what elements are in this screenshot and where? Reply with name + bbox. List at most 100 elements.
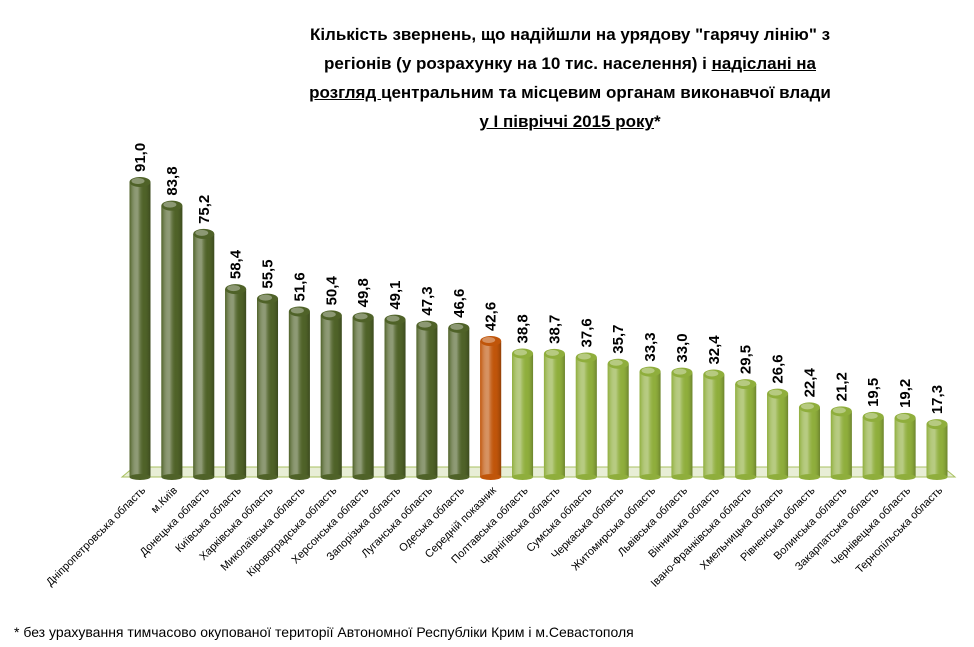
- bar-value-label: 91,0: [132, 143, 149, 172]
- bar-value-label: 51,6: [291, 272, 308, 301]
- bar-cap-highlight: [896, 413, 910, 420]
- bar-cap-highlight: [609, 359, 623, 366]
- bar-base: [352, 474, 374, 480]
- bar-cap-highlight: [131, 178, 145, 184]
- bar-cap-highlight: [386, 315, 400, 322]
- bar-base: [161, 474, 183, 480]
- bar-value-label: 29,5: [738, 345, 755, 374]
- title-line-3-part-b: центральним та місцевим органам виконавч…: [381, 83, 831, 102]
- title-line-1: Кількість звернень, що надійшли на урядо…: [309, 25, 831, 44]
- bar-shine: [703, 374, 725, 477]
- bar-shine: [926, 424, 948, 477]
- bar-cap-highlight: [354, 313, 368, 320]
- bar-cap-highlight: [259, 294, 273, 301]
- bar-shine: [671, 372, 693, 477]
- bar-base: [448, 474, 470, 480]
- bar-value-label: 17,3: [929, 385, 946, 414]
- bar: [671, 367, 693, 480]
- bar-value-label: 75,2: [196, 195, 213, 224]
- bar-base: [862, 474, 884, 480]
- bar-base: [257, 474, 279, 480]
- bar-cap-highlight: [450, 323, 464, 330]
- bar-value-label: 58,4: [228, 249, 245, 279]
- bar-cap-highlight: [163, 201, 177, 208]
- bar-cap: [798, 402, 820, 413]
- bar-cap: [671, 367, 693, 378]
- title-line-4-part-b: *: [654, 112, 661, 131]
- bar-cap: [703, 369, 725, 380]
- bar-base: [512, 474, 534, 480]
- bar-cap-highlight: [769, 389, 783, 396]
- bar-base: [926, 474, 948, 480]
- bar-cap: [607, 358, 629, 369]
- bar-base: [830, 474, 852, 480]
- bar: [703, 369, 725, 480]
- bar: [225, 284, 247, 480]
- title-line-2-part-b: надіслані на: [711, 54, 817, 73]
- bar-value-label: 35,7: [610, 324, 627, 353]
- bar-cap-highlight: [737, 380, 751, 387]
- bar-cap-highlight: [322, 311, 336, 318]
- bar-cap: [448, 322, 470, 333]
- bar-base: [320, 474, 342, 480]
- bar-base: [671, 474, 693, 480]
- bar-value-label: 32,4: [706, 335, 723, 365]
- bar-value-label: 19,5: [865, 378, 882, 407]
- bar-value-label: 83,8: [164, 166, 181, 195]
- bar-cap: [161, 200, 183, 211]
- bar-cap-highlight: [673, 368, 687, 375]
- bar-cap: [288, 306, 310, 317]
- bar-value-label: 55,5: [260, 259, 277, 288]
- bar: [129, 177, 151, 480]
- bar-cap: [830, 406, 852, 417]
- bar-cap-highlight: [418, 321, 432, 328]
- bar: [639, 366, 661, 480]
- bar-base: [416, 474, 438, 480]
- bar-value-label: 37,6: [578, 318, 595, 347]
- bar-cap: [767, 388, 789, 399]
- bar-shine: [288, 311, 310, 477]
- bar-value-label: 26,6: [770, 354, 787, 383]
- bar-shine: [320, 315, 342, 477]
- bar-cap: [129, 177, 151, 187]
- bar-shine: [830, 411, 852, 477]
- bar-cap-highlight: [800, 403, 814, 410]
- title-line-4: у І півріччі 2015 року*: [250, 107, 890, 136]
- bar-shine: [257, 298, 279, 477]
- bar-cap: [926, 419, 948, 430]
- bar-value-label: 47,3: [419, 286, 436, 315]
- title-line-3-part-a: розгляд: [309, 83, 381, 102]
- bar-cap: [225, 284, 247, 295]
- bar-value-label: 38,7: [546, 315, 563, 344]
- bar-shine: [416, 325, 438, 477]
- bar-shine: [448, 327, 470, 477]
- bar-base: [480, 474, 502, 480]
- bar-shine: [767, 393, 789, 477]
- bar-value-label: 19,2: [897, 379, 914, 408]
- bar: [830, 406, 852, 480]
- bar-cap: [384, 314, 406, 325]
- bar-value-label: 46,6: [451, 289, 468, 318]
- category-label: м.Київ: [149, 485, 180, 516]
- bar: [320, 310, 342, 480]
- title-line-2-part-a: регіонів (у розрахунку на 10 тис. населе…: [323, 54, 712, 73]
- bar-shine: [161, 205, 183, 477]
- bar-shine: [639, 371, 661, 477]
- bar: [448, 322, 470, 480]
- bar-cap: [575, 352, 597, 363]
- bar-cap-highlight: [482, 337, 496, 344]
- bar-value-label: 50,4: [323, 276, 340, 306]
- chart-floor: [120, 466, 957, 478]
- bar: [575, 352, 597, 480]
- bar-base: [735, 474, 757, 480]
- footnote: * без урахування тимчасово окупованої те…: [14, 624, 634, 640]
- bar: [926, 419, 948, 480]
- bar-cap: [193, 228, 215, 239]
- bar-base: [384, 474, 406, 480]
- bar: [352, 312, 374, 480]
- bar: [894, 412, 916, 480]
- bar-cap: [735, 379, 757, 390]
- bar: [798, 402, 820, 480]
- bar: [288, 306, 310, 480]
- bar-shine: [352, 317, 374, 477]
